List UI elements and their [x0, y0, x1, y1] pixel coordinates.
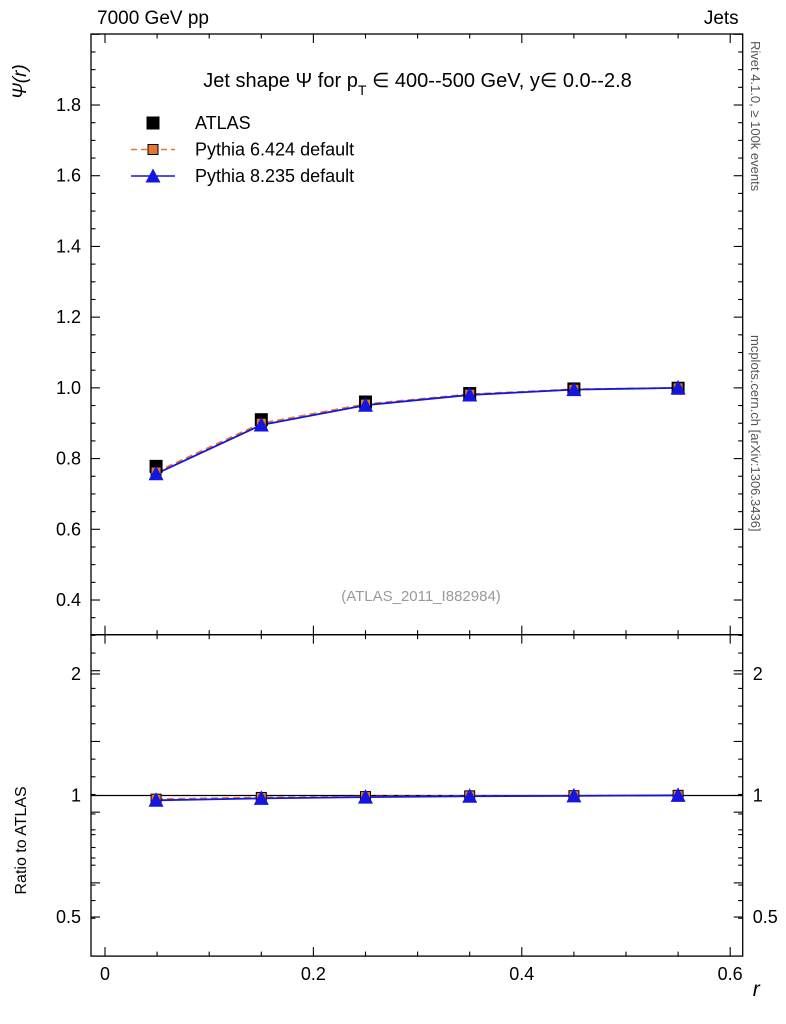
svg-text:2: 2 [71, 664, 81, 684]
svg-text:1.8: 1.8 [56, 95, 81, 115]
svg-text:(ATLAS_2011_I882984): (ATLAS_2011_I882984) [341, 588, 501, 605]
svg-text:0.6: 0.6 [56, 519, 81, 539]
svg-text:0.5: 0.5 [753, 907, 778, 927]
svg-text:Pythia 6.424 default: Pythia 6.424 default [195, 140, 354, 160]
svg-text:0.5: 0.5 [56, 907, 81, 927]
svg-text:1.4: 1.4 [56, 236, 81, 256]
svg-text:2: 2 [753, 664, 763, 684]
svg-text:1.2: 1.2 [56, 307, 81, 327]
svg-text:Rivet 4.1.0, ≥ 100k events: Rivet 4.1.0, ≥ 100k events [748, 41, 763, 192]
svg-text:Ψ(r): Ψ(r) [10, 64, 31, 99]
svg-text:0.4: 0.4 [509, 964, 534, 984]
svg-text:1: 1 [71, 786, 81, 806]
svg-text:1.6: 1.6 [56, 166, 81, 186]
svg-text:mcplots.cern.ch [arXiv:1306.34: mcplots.cern.ch [arXiv:1306.3436] [748, 335, 763, 532]
svg-text:7000 GeV pp: 7000 GeV pp [97, 8, 209, 29]
svg-text:Jets: Jets [704, 8, 739, 29]
svg-text:1: 1 [753, 786, 763, 806]
svg-text:1.0: 1.0 [56, 378, 81, 398]
svg-text:r: r [753, 978, 761, 1001]
svg-text:0.8: 0.8 [56, 449, 81, 469]
svg-text:ATLAS: ATLAS [195, 113, 251, 133]
svg-text:0.2: 0.2 [301, 964, 326, 984]
svg-text:0.6: 0.6 [718, 964, 743, 984]
svg-text:0.4: 0.4 [56, 590, 81, 610]
svg-text:Pythia 8.235 default: Pythia 8.235 default [195, 166, 354, 186]
svg-text:0: 0 [100, 964, 110, 984]
svg-text:Ratio to ATLAS: Ratio to ATLAS [13, 786, 30, 894]
